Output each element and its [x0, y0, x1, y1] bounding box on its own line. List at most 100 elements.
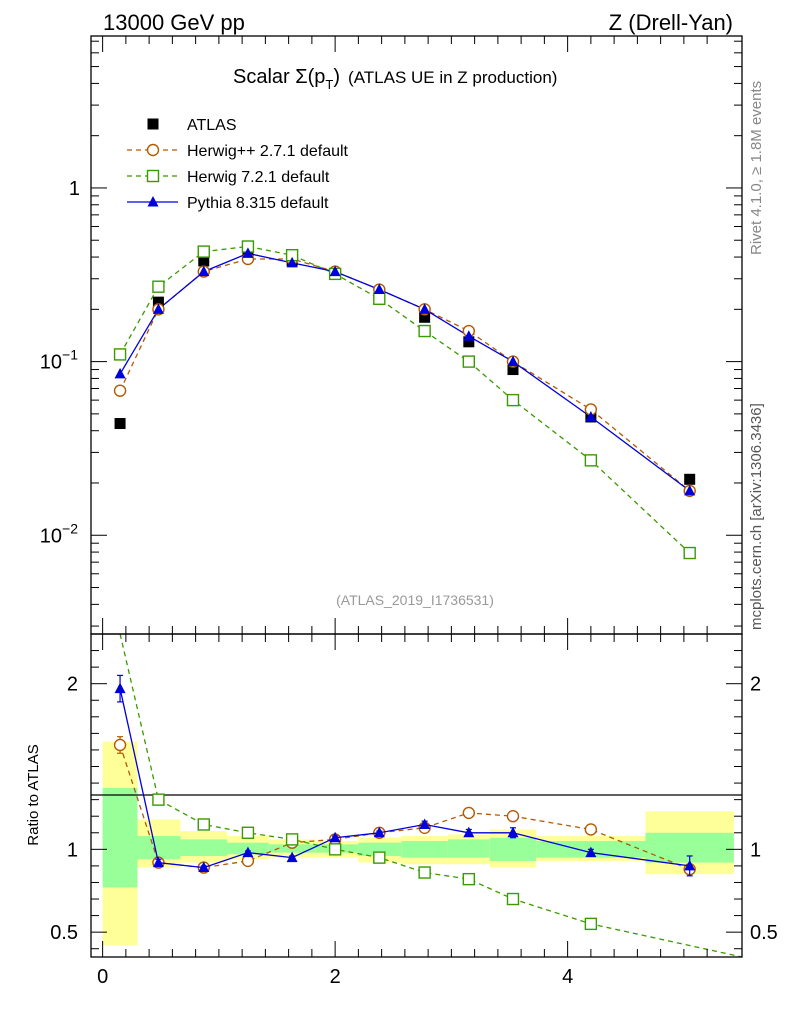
ratio-y-tick-label-right: 0.5 [750, 922, 778, 944]
legend-label-herwig7: Herwig 7.2.1 default [187, 169, 330, 186]
ratio-point-herwig7 [328, 843, 342, 856]
ratio-line-herwigpp [119, 744, 690, 870]
x-tick-label: 2 [330, 966, 341, 988]
data-point-herwig7 [373, 292, 386, 305]
ratio-point-herwig7 [462, 872, 476, 886]
data-point-pythia [684, 484, 696, 496]
data-point-pythia [463, 330, 475, 341]
data-point-atlas [114, 418, 126, 430]
data-point-atlas [507, 364, 519, 376]
ratio-point-pythia [152, 856, 164, 868]
data-point-herwigpp [113, 384, 127, 397]
ratio-point-herwigpp [462, 806, 476, 820]
ratio-point-herwig7 [285, 833, 299, 846]
ratio-point-herwigpp [113, 738, 127, 752]
ratio-point-herwigpp [506, 810, 520, 823]
plot-title: Scalar Σ(pT) (ATLAS UE in Z production) [233, 66, 557, 92]
ratio-ylabel: Ratio to ATLAS [25, 744, 42, 845]
mcplots-label: mcplots.cern.ch [arXiv:1306.3436] [748, 403, 765, 630]
ratio-y-tick-label: 1 [67, 839, 78, 861]
data-point-pythia [585, 410, 597, 422]
data-point-pythia [242, 247, 254, 258]
y-tick-label: 10−2 [40, 520, 78, 547]
header-left: 13000 GeV pp [103, 10, 245, 35]
ratio-point-pythia [329, 831, 341, 843]
legend-label-atlas: ATLAS [187, 117, 237, 134]
ratio-point-herwigpp [584, 823, 598, 836]
ratio-point-pythia [286, 851, 298, 863]
uncertainty-band-inner [102, 788, 138, 888]
ratio-point-herwig7 [418, 866, 431, 879]
series-line-herwigpp [119, 258, 691, 492]
ratio-line-pythia [119, 688, 690, 869]
legend-marker-pythia [147, 196, 159, 207]
data-point-herwig7 [683, 546, 696, 560]
ratio-point-pythia [373, 826, 385, 838]
uncertainty-band-inner [401, 841, 448, 858]
legend-marker-atlas [147, 118, 159, 130]
data-point-pythia [152, 303, 164, 314]
main-plot-panel: 110−110−2 Scalar Σ(pT) (ATLAS UE in Z pro… [40, 35, 743, 635]
data-point-herwig7 [462, 355, 476, 368]
data-point-herwig7 [418, 324, 431, 338]
data-point-atlas [684, 473, 696, 485]
data-point-herwig7 [506, 393, 520, 407]
ratio-point-herwig7 [152, 793, 165, 806]
watermark: (ATLAS_2019_I1736531) [336, 592, 494, 608]
series-line-pythia [119, 252, 691, 492]
header-right: Z (Drell-Yan) [609, 10, 733, 35]
ratio-point-pythia [114, 682, 126, 694]
data-point-pythia [419, 303, 431, 314]
ratio-point-herwig7 [241, 826, 255, 839]
rivet-label: Rivet 4.1.0, ≥ 1.8M events [748, 81, 765, 255]
data-point-pythia [114, 367, 126, 379]
legend-marker-herwigpp [146, 143, 160, 157]
legend-label-pythia: Pythia 8.315 default [187, 195, 329, 212]
ratio-y-tick-label-right: 2 [750, 674, 761, 696]
ratio-point-pythia [198, 861, 210, 873]
ratio-point-herwig7 [506, 892, 520, 906]
ratio-point-pythia [507, 826, 519, 838]
ratio-plot-panel: 0.5 0.5 1 1 2 2 0 2 4 Ratio to ATLAS [25, 633, 778, 988]
y-tick-label-exponent: −2 [62, 520, 78, 536]
data-point-atlas [419, 311, 431, 323]
ratio-point-herwig7 [197, 818, 210, 831]
uncertainty-band-inner [180, 839, 228, 856]
y-tick-label: 10−1 [40, 347, 78, 374]
data-point-herwig7 [584, 454, 598, 467]
x-tick-label: 0 [97, 966, 108, 988]
legend-marker-herwig7 [146, 169, 160, 183]
uncertainty-band-inner [447, 839, 490, 858]
ratio-point-pythia [419, 818, 431, 829]
ratio-point-pythia [585, 846, 597, 858]
ratio-y-tick-label: 2 [67, 674, 78, 696]
legend-label-herwigpp: Herwig++ 2.7.1 default [187, 143, 349, 160]
ratio-y-tick-label-right: 1 [750, 839, 761, 861]
data-point-pythia [329, 265, 341, 277]
y-tick-label-base: 10 [40, 352, 62, 374]
data-point-herwig7 [197, 245, 210, 258]
data-point-pythia [373, 283, 385, 295]
y-tick-label: 1 [69, 178, 80, 200]
data-point-herwig7 [113, 348, 127, 361]
legend: ATLAS Herwig++ 2.7.1 default Herwig 7.2.1 … [127, 117, 349, 212]
data-point-atlas [152, 296, 164, 308]
y-tick-label-base: 10 [40, 525, 62, 547]
data-point-pythia [198, 265, 210, 277]
ratio-point-pythia [242, 846, 254, 858]
uncertainty-band-inner [137, 836, 181, 860]
series-line-herwig7 [119, 245, 691, 554]
data-point-pythia [507, 355, 519, 367]
y-tick-label-exponent: −1 [62, 347, 78, 363]
ratio-point-pythia [463, 826, 475, 838]
x-tick-label: 4 [562, 966, 573, 988]
uncertainty-band-inner [489, 837, 537, 861]
data-point-herwig7 [152, 280, 165, 293]
data-point-atlas [463, 336, 475, 348]
ratio-frame [90, 633, 743, 958]
ratio-point-herwig7 [584, 917, 598, 931]
ratio-point-pythia [684, 859, 696, 871]
ratio-point-herwig7 [373, 851, 386, 864]
data-point-pythia [286, 256, 298, 268]
